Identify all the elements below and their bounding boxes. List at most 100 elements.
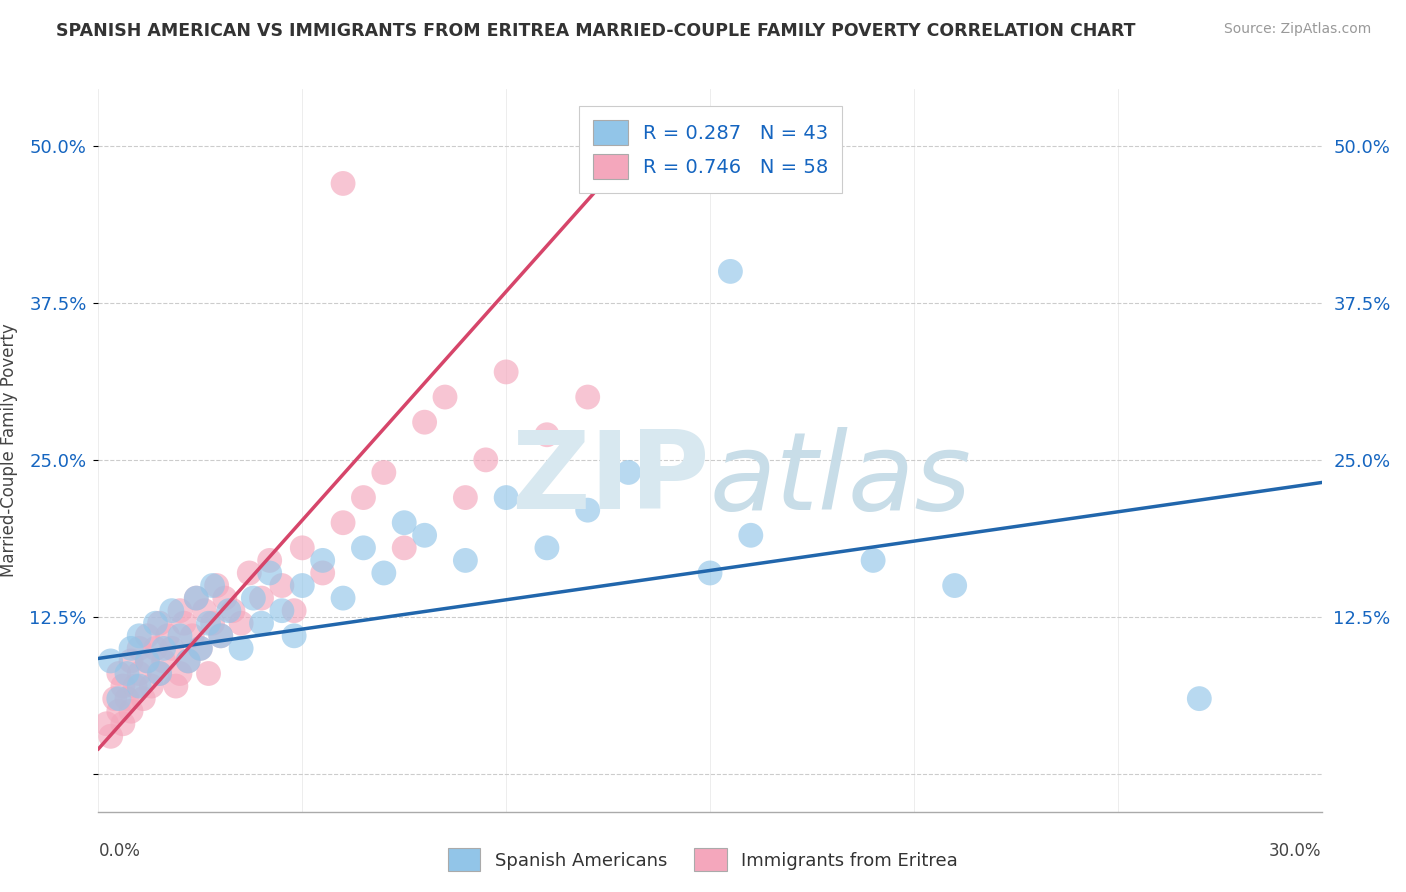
Text: atlas: atlas	[710, 427, 972, 532]
Point	[197, 616, 219, 631]
Point	[201, 578, 224, 592]
Point	[332, 591, 354, 606]
Point	[740, 528, 762, 542]
Point	[373, 466, 395, 480]
Point	[352, 491, 374, 505]
Point	[205, 578, 228, 592]
Point	[576, 503, 599, 517]
Point	[495, 491, 517, 505]
Legend: R = 0.287   N = 43, R = 0.746   N = 58: R = 0.287 N = 43, R = 0.746 N = 58	[579, 106, 842, 193]
Point	[291, 578, 314, 592]
Text: 0.0%: 0.0%	[98, 842, 141, 860]
Point	[128, 641, 150, 656]
Point	[108, 666, 131, 681]
Point	[352, 541, 374, 555]
Point	[259, 553, 281, 567]
Point	[128, 629, 150, 643]
Point	[209, 629, 232, 643]
Point	[392, 541, 416, 555]
Point	[120, 641, 142, 656]
Point	[231, 616, 253, 631]
Y-axis label: Married-Couple Family Poverty: Married-Couple Family Poverty	[0, 324, 18, 577]
Point	[209, 629, 232, 643]
Text: 30.0%: 30.0%	[1270, 842, 1322, 860]
Point	[413, 528, 436, 542]
Point	[862, 553, 884, 567]
Point	[270, 604, 294, 618]
Point	[181, 629, 204, 643]
Point	[392, 516, 416, 530]
Point	[132, 691, 155, 706]
Point	[149, 666, 172, 681]
Point	[474, 453, 498, 467]
Point	[145, 616, 167, 631]
Point	[186, 591, 208, 606]
Point	[111, 679, 134, 693]
Point	[149, 666, 172, 681]
Point	[152, 654, 174, 668]
Point	[193, 604, 215, 618]
Point	[160, 641, 183, 656]
Point	[136, 629, 159, 643]
Point	[495, 365, 517, 379]
Text: ZIP: ZIP	[512, 426, 710, 533]
Point	[222, 604, 245, 618]
Point	[145, 641, 167, 656]
Point	[242, 591, 264, 606]
Point	[536, 541, 558, 555]
Point	[104, 691, 127, 706]
Point	[231, 641, 253, 656]
Point	[111, 716, 134, 731]
Point	[120, 654, 142, 668]
Point	[186, 591, 208, 606]
Point	[214, 591, 236, 606]
Point	[160, 604, 183, 618]
Point	[115, 666, 138, 681]
Point	[108, 691, 131, 706]
Point	[576, 390, 599, 404]
Point	[169, 604, 191, 618]
Point	[165, 679, 187, 693]
Point	[100, 654, 122, 668]
Point	[108, 704, 131, 718]
Point	[177, 654, 200, 668]
Point	[312, 553, 335, 567]
Point	[373, 566, 395, 580]
Point	[259, 566, 281, 580]
Point	[454, 491, 477, 505]
Point	[156, 629, 179, 643]
Point	[149, 616, 172, 631]
Point	[218, 604, 240, 618]
Legend: Spanish Americans, Immigrants from Eritrea: Spanish Americans, Immigrants from Eritr…	[440, 841, 966, 879]
Point	[718, 264, 742, 278]
Point	[115, 691, 138, 706]
Point	[169, 666, 191, 681]
Point	[238, 566, 260, 580]
Point	[283, 604, 305, 618]
Point	[173, 616, 195, 631]
Point	[332, 177, 354, 191]
Point	[188, 641, 212, 656]
Point	[312, 566, 335, 580]
Point	[332, 516, 354, 530]
Point	[141, 679, 163, 693]
Point	[136, 654, 159, 668]
Point	[188, 641, 212, 656]
Point	[201, 616, 224, 631]
Point	[454, 553, 477, 567]
Point	[128, 679, 150, 693]
Point	[270, 578, 294, 592]
Point	[177, 654, 200, 668]
Text: SPANISH AMERICAN VS IMMIGRANTS FROM ERITREA MARRIED-COUPLE FAMILY POVERTY CORREL: SPANISH AMERICAN VS IMMIGRANTS FROM ERIT…	[56, 22, 1136, 40]
Point	[699, 566, 721, 580]
Point	[413, 415, 436, 429]
Point	[250, 591, 273, 606]
Point	[250, 616, 273, 631]
Text: Source: ZipAtlas.com: Source: ZipAtlas.com	[1223, 22, 1371, 37]
Point	[169, 629, 191, 643]
Point	[943, 578, 966, 592]
Point	[283, 629, 305, 643]
Point	[128, 666, 150, 681]
Point	[617, 466, 640, 480]
Point	[136, 654, 159, 668]
